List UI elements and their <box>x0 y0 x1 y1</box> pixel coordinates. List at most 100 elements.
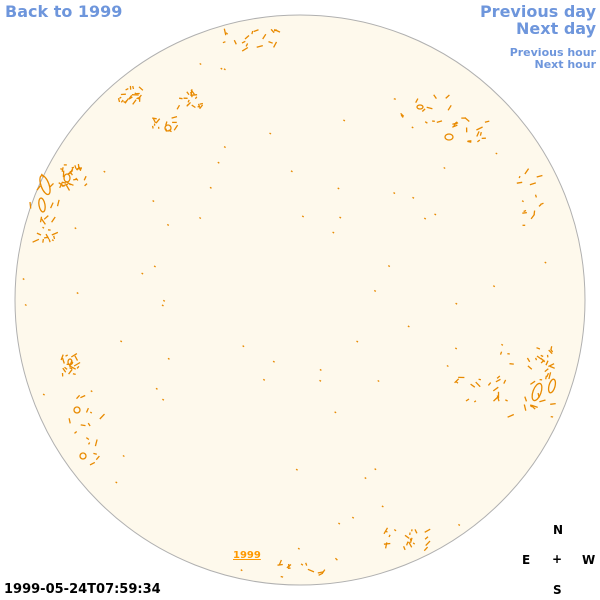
contour-mark <box>194 96 198 100</box>
contour-mark <box>269 132 272 135</box>
compass-north: N <box>553 523 564 537</box>
contour-mark <box>262 33 267 40</box>
contour-mark <box>536 174 543 178</box>
contour-mark <box>547 378 557 394</box>
contour-mark <box>89 411 93 414</box>
contour-mark <box>495 378 501 383</box>
contour-mark <box>153 265 156 268</box>
contour-mark <box>538 204 542 207</box>
contour-mark <box>76 166 81 171</box>
contour-mark <box>138 86 144 91</box>
back-to-year-link[interactable]: Back to 1999 <box>5 2 123 21</box>
contour-mark <box>424 528 431 533</box>
contour-mark <box>548 372 552 380</box>
contour-mark <box>152 200 155 203</box>
contour-mark <box>475 381 481 388</box>
contour-mark <box>527 365 533 370</box>
contour-mark <box>300 563 304 566</box>
contour-mark <box>476 126 483 131</box>
contour-mark <box>134 92 137 95</box>
previous-hour-link[interactable]: Previous hour <box>509 46 596 59</box>
contour-mark <box>522 211 527 214</box>
contour-mark <box>199 102 204 105</box>
contour-mark <box>42 393 45 396</box>
contour-mark <box>273 41 278 48</box>
contour-mark <box>536 355 542 360</box>
contour-mark <box>119 96 122 99</box>
contour-mark <box>492 285 496 288</box>
compass-west: W <box>582 553 596 567</box>
contour-mark <box>549 365 555 369</box>
contour-mark <box>61 357 65 364</box>
year-link[interactable]: 1999 <box>233 550 261 561</box>
contour-mark <box>83 175 87 181</box>
contour-mark <box>540 202 544 206</box>
contour-mark <box>122 454 125 458</box>
contour-mark <box>65 354 69 357</box>
contour-mark <box>48 238 51 243</box>
contour-mark <box>152 117 157 124</box>
contour-mark <box>388 534 391 538</box>
contour-mark <box>393 98 396 100</box>
next-day-link[interactable]: Next day <box>516 19 596 38</box>
contour-mark <box>74 431 78 434</box>
contour-mark <box>408 541 413 548</box>
contour-mark <box>22 278 25 281</box>
contour-mark <box>503 379 507 384</box>
contour-mark <box>187 99 190 103</box>
contour-mark <box>74 165 77 169</box>
contour-mark <box>190 91 193 98</box>
contour-mark <box>533 210 536 215</box>
contour-mark <box>364 477 367 480</box>
contour-mark <box>90 390 93 393</box>
contour-mark <box>383 527 389 535</box>
contour-mark <box>548 363 555 368</box>
contour-mark <box>244 35 250 40</box>
previous-day-link[interactable]: Previous day <box>479 2 596 21</box>
contour-mark <box>155 387 158 390</box>
contour-mark <box>273 28 281 33</box>
contour-mark <box>524 168 530 175</box>
contour-mark <box>539 399 546 403</box>
contour-mark <box>223 68 226 71</box>
contour-mark <box>414 529 418 534</box>
contour-mark <box>526 357 531 363</box>
contour-mark <box>179 97 183 100</box>
contour-mark <box>167 357 170 360</box>
contour-mark <box>70 353 78 358</box>
contour-mark <box>425 540 431 547</box>
contour-mark <box>305 562 308 566</box>
contour-mark <box>423 546 429 552</box>
contour-mark <box>123 100 127 104</box>
contour-mark <box>120 340 123 343</box>
contour-mark <box>524 396 528 402</box>
contour-mark <box>278 559 282 566</box>
contour-mark <box>377 379 380 383</box>
contour-mark <box>71 166 75 169</box>
contour-mark <box>87 422 91 427</box>
contour-mark <box>465 398 470 402</box>
contour-mark <box>199 62 202 66</box>
contour-mark <box>223 146 226 149</box>
contour-mark <box>29 201 32 209</box>
contour-mark <box>69 367 73 370</box>
contour-mark <box>351 516 355 519</box>
contour-mark <box>95 455 100 461</box>
contour-mark <box>51 239 54 242</box>
contour-mark <box>452 124 458 128</box>
contour-mark <box>51 216 56 223</box>
contour-mark <box>501 343 504 346</box>
contour-mark <box>186 103 190 106</box>
contour-mark <box>548 349 553 355</box>
contour-mark <box>521 200 524 203</box>
contour-mark <box>444 133 454 141</box>
contour-mark <box>443 166 446 170</box>
contour-mark <box>74 355 79 361</box>
next-hour-link[interactable]: Next hour <box>534 58 597 71</box>
contour-mark <box>76 365 80 369</box>
contour-mark <box>334 411 337 414</box>
contour-mark <box>523 209 527 213</box>
contour-mark <box>93 452 97 455</box>
contour-mark <box>540 354 544 358</box>
contour-mark <box>225 32 229 35</box>
